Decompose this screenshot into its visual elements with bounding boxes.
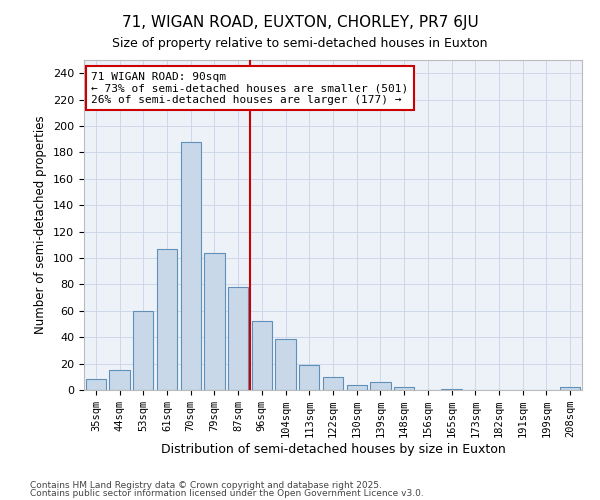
Bar — [560, 388, 580, 390]
Bar — [252, 322, 272, 390]
Bar — [275, 338, 296, 390]
Bar — [299, 365, 319, 390]
Text: Size of property relative to semi-detached houses in Euxton: Size of property relative to semi-detach… — [112, 38, 488, 51]
Text: 71 WIGAN ROAD: 90sqm
← 73% of semi-detached houses are smaller (501)
26% of semi: 71 WIGAN ROAD: 90sqm ← 73% of semi-detac… — [91, 72, 409, 105]
X-axis label: Distribution of semi-detached houses by size in Euxton: Distribution of semi-detached houses by … — [161, 443, 505, 456]
Text: Contains public sector information licensed under the Open Government Licence v3: Contains public sector information licen… — [30, 489, 424, 498]
Bar — [133, 311, 154, 390]
Bar — [394, 388, 414, 390]
Bar — [323, 377, 343, 390]
Y-axis label: Number of semi-detached properties: Number of semi-detached properties — [34, 116, 47, 334]
Bar — [205, 252, 224, 390]
Bar — [157, 249, 177, 390]
Text: Contains HM Land Registry data © Crown copyright and database right 2025.: Contains HM Land Registry data © Crown c… — [30, 480, 382, 490]
Bar — [370, 382, 391, 390]
Bar — [181, 142, 201, 390]
Bar — [442, 388, 461, 390]
Text: 71, WIGAN ROAD, EUXTON, CHORLEY, PR7 6JU: 71, WIGAN ROAD, EUXTON, CHORLEY, PR7 6JU — [122, 15, 478, 30]
Bar — [347, 384, 367, 390]
Bar — [228, 287, 248, 390]
Bar — [109, 370, 130, 390]
Bar — [86, 380, 106, 390]
